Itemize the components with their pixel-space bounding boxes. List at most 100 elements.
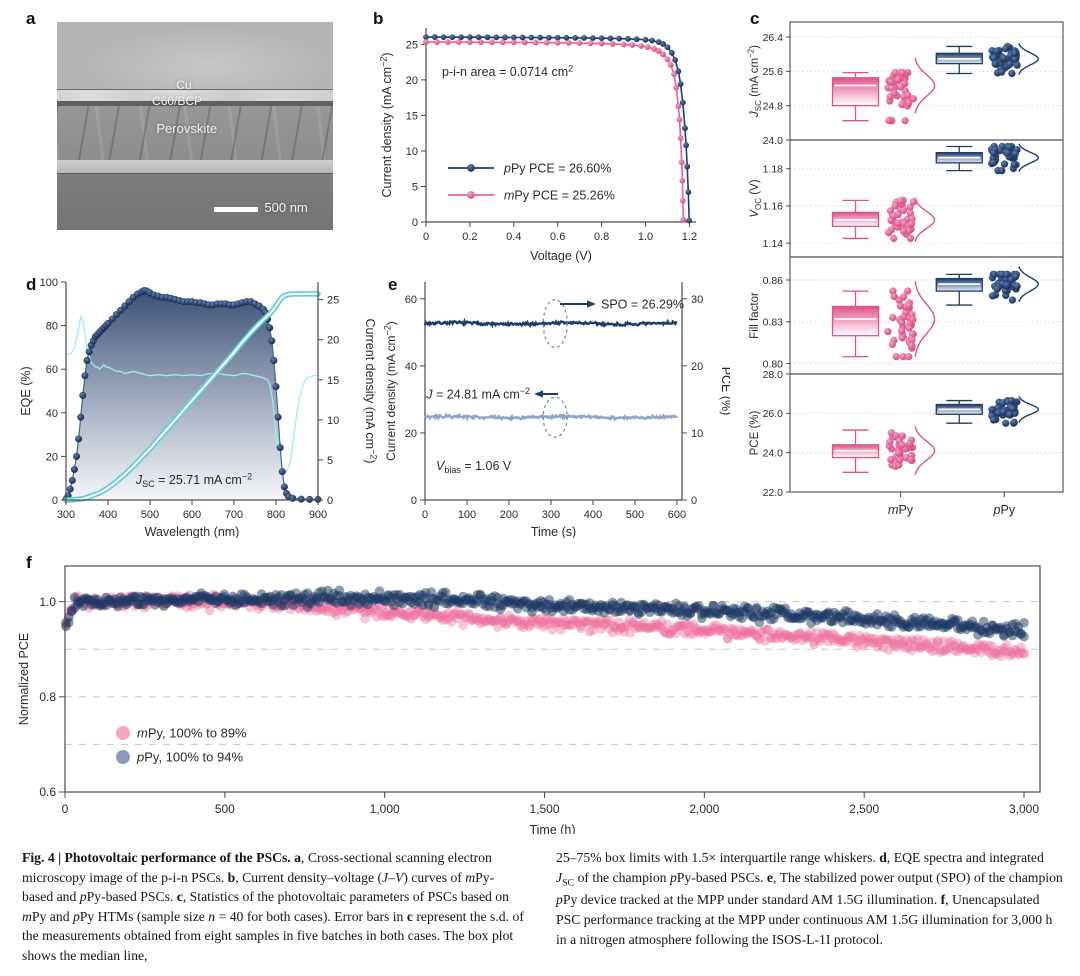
svg-text:PCE (%): PCE (%) <box>719 367 730 416</box>
svg-text:15: 15 <box>406 110 418 122</box>
sem-layer-top <box>57 22 333 89</box>
svg-text:Normalized PCE: Normalized PCE <box>17 633 31 725</box>
svg-text:0.80: 0.80 <box>763 358 784 370</box>
caption-right-column: 25–75% box limits with 1.5× interquartil… <box>556 850 1063 947</box>
svg-text:60: 60 <box>46 364 58 376</box>
svg-text:500: 500 <box>626 509 644 521</box>
svg-text:Vbias = 1.06 V: Vbias = 1.06 V <box>436 459 512 475</box>
sem-layer-ito <box>57 160 333 174</box>
svg-text:20: 20 <box>406 75 418 87</box>
sem-label-c60-bcp: C60/BCP <box>152 93 203 108</box>
panel-label-a: a <box>26 9 36 28</box>
sem-scale-bar <box>214 207 258 213</box>
svg-text:1,500: 1,500 <box>529 802 559 816</box>
svg-text:0.6: 0.6 <box>550 231 565 243</box>
sem-layer-c60-bcp <box>57 101 333 107</box>
svg-text:25.6: 25.6 <box>763 66 784 78</box>
svg-text:Wavelength (nm): Wavelength (nm) <box>145 525 240 538</box>
sem-cross-section-image: Cu C60/BCP Perovskite 500 nm <box>57 22 333 230</box>
svg-text:Fill factor: Fill factor <box>749 292 761 339</box>
svg-text:1.0: 1.0 <box>39 595 56 609</box>
svg-text:600: 600 <box>183 509 201 521</box>
svg-text:0: 0 <box>327 495 333 507</box>
sem-layer-substrate <box>57 173 333 230</box>
svg-text:26.4: 26.4 <box>763 32 784 44</box>
jv-curves-chart: 0 0.2 0.4 0.6 0.8 1.0 1.2 0 5 10 15 20 25 Voltage (V)… <box>378 28 697 263</box>
svg-text:60: 60 <box>405 294 417 306</box>
panel-label-f: f <box>26 553 32 572</box>
panel-label-b: b <box>373 9 384 28</box>
svg-text:Current density (mA cm−2): Current density (mA cm−2) <box>363 318 379 463</box>
svg-text:22.0: 22.0 <box>763 487 784 499</box>
caption-left-column: Fig. 4 | Photovoltaic performance of the… <box>22 850 524 963</box>
svg-text:1.14: 1.14 <box>763 238 784 250</box>
svg-text:5: 5 <box>327 455 333 467</box>
svg-text:10: 10 <box>691 428 703 440</box>
svg-text:SPO = 26.29%: SPO = 26.29% <box>601 298 684 312</box>
svg-text:200: 200 <box>500 509 518 521</box>
svg-text:10: 10 <box>327 415 339 427</box>
svg-text:0: 0 <box>422 509 428 521</box>
sem-label-perovskite: Perovskite <box>156 120 218 136</box>
stability-tracking-chart: 0 500 1,000 1,500 2,000 2,500 3,000 0.6 0.8 1.0 Ti… <box>17 565 1041 834</box>
svg-text:100: 100 <box>40 277 58 289</box>
svg-text:0: 0 <box>411 495 417 507</box>
eqe-spectra-chart: 300 400 500 600 700 800 9000204060801000510152… <box>19 277 379 538</box>
svg-text:0: 0 <box>62 802 69 816</box>
svg-text:20: 20 <box>405 428 417 440</box>
svg-text:mPy: mPy <box>888 503 914 517</box>
svg-text:0: 0 <box>691 495 697 507</box>
panel-label-d: d <box>26 275 37 294</box>
svg-text:24.8: 24.8 <box>763 100 784 112</box>
svg-text:Time (h): Time (h) <box>529 823 575 834</box>
svg-text:800: 800 <box>267 509 285 521</box>
svg-text:pPy PCE = 26.60%: pPy PCE = 26.60% <box>503 162 611 176</box>
panel-label-e: e <box>388 275 398 294</box>
svg-text:25: 25 <box>406 39 418 51</box>
svg-text:24.0: 24.0 <box>763 447 784 459</box>
svg-text:10: 10 <box>406 146 418 158</box>
svg-text:0.83: 0.83 <box>763 317 784 329</box>
svg-text:1.0: 1.0 <box>638 231 653 243</box>
svg-text:JSC = 25.71 mA cm−2: JSC = 25.71 mA cm−2 <box>135 471 252 489</box>
svg-text:28.0: 28.0 <box>763 369 784 381</box>
svg-text:100: 100 <box>458 509 476 521</box>
svg-text:JSC (mA cm−2): JSC (mA cm−2) <box>746 45 763 118</box>
svg-text:Time (s): Time (s) <box>531 525 576 538</box>
svg-text:Voltage (V): Voltage (V) <box>530 249 592 263</box>
svg-text:400: 400 <box>584 509 602 521</box>
svg-text:300: 300 <box>542 509 560 521</box>
svg-text:700: 700 <box>225 509 243 521</box>
svg-text:pPy, 100% to 94%: pPy, 100% to 94% <box>136 750 243 765</box>
sem-layer-cu <box>57 88 333 102</box>
svg-text:p-i-n area = 0.0714 cm2: p-i-n area = 0.0714 cm2 <box>442 63 573 79</box>
svg-text:1.16: 1.16 <box>763 201 784 213</box>
sem-label-cu: Cu <box>176 78 192 93</box>
svg-text:24.0: 24.0 <box>763 135 784 147</box>
svg-text:pPy: pPy <box>993 503 1016 517</box>
svg-text:2,000: 2,000 <box>689 802 719 816</box>
panel-label-c: c <box>750 9 760 28</box>
svg-text:500: 500 <box>215 802 235 816</box>
svg-text:Current density (mA cm−2): Current density (mA cm−2) <box>382 321 398 461</box>
svg-text:0.86: 0.86 <box>763 275 784 287</box>
svg-text:300: 300 <box>57 509 75 521</box>
svg-text:15: 15 <box>327 375 339 387</box>
svg-text:1.2: 1.2 <box>682 231 697 243</box>
svg-text:0: 0 <box>412 217 418 229</box>
svg-text:20: 20 <box>46 451 58 463</box>
svg-text:0.6: 0.6 <box>39 785 56 799</box>
svg-text:PCE (%): PCE (%) <box>749 410 761 455</box>
svg-text:1.18: 1.18 <box>763 164 784 176</box>
svg-text:40: 40 <box>46 408 58 420</box>
svg-text:600: 600 <box>668 509 686 521</box>
svg-text:0: 0 <box>423 231 429 243</box>
svg-text:VOC (V): VOC (V) <box>749 179 763 217</box>
svg-text:1,000: 1,000 <box>370 802 400 816</box>
sem-scale-bar-label: 500 nm <box>264 199 308 215</box>
svg-text:mPy PCE = 25.26%: mPy PCE = 25.26% <box>504 189 615 203</box>
svg-text:20: 20 <box>691 361 703 373</box>
